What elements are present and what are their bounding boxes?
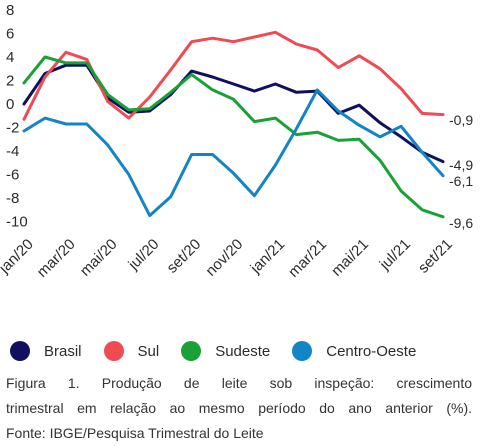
y-tick-label: 8 bbox=[6, 2, 14, 19]
x-tick-label: jan/21 bbox=[247, 236, 289, 278]
y-tick-label: -6 bbox=[6, 167, 19, 184]
legend-swatch-sudeste bbox=[181, 341, 202, 361]
line-chart: 8 6 4 2 0 -2 -4 -6 -8 -10 -0,9 -4,9-6,1 -9,6 jan/20… bbox=[0, 2, 473, 281]
legend-label-sul: Sul bbox=[137, 342, 160, 360]
x-tick-label: mai/20 bbox=[77, 236, 121, 280]
x-tick-label: mai/21 bbox=[328, 236, 372, 280]
legend-item-sul: Sul bbox=[103, 341, 160, 361]
x-tick-label: nov/20 bbox=[202, 236, 246, 280]
end-value-label: -0,9 bbox=[449, 112, 473, 128]
x-tick-label: jul/21 bbox=[376, 236, 414, 274]
x-tick-label: set/21 bbox=[415, 236, 456, 277]
end-value-label: -4,9 bbox=[449, 157, 473, 173]
legend-item-brasil: Brasil bbox=[10, 341, 82, 361]
x-tick-label: jul/20 bbox=[124, 236, 162, 274]
x-tick-label: set/20 bbox=[164, 236, 205, 277]
y-tick-label: -10 bbox=[6, 214, 28, 231]
caption-line-1: Figura 1. Produção de leite sob inspeção… bbox=[6, 375, 472, 391]
x-tick-label: jan/20 bbox=[0, 236, 37, 278]
y-tick-label: 2 bbox=[6, 73, 14, 90]
x-tick-label: mar/20 bbox=[34, 236, 79, 281]
legend-label-centro-oeste: Centro-Oeste bbox=[326, 342, 417, 360]
legend-swatch-brasil bbox=[10, 341, 30, 361]
y-tick-label: -8 bbox=[6, 190, 19, 207]
legend-item-sudeste: Sudeste bbox=[181, 341, 270, 361]
y-axis-ticks: 8 6 4 2 0 -2 -4 -6 -8 -10 bbox=[6, 2, 28, 231]
series-line-sudeste bbox=[22, 55, 445, 219]
x-tick-label: mar/21 bbox=[285, 236, 330, 281]
series-line-brasil bbox=[22, 63, 445, 164]
figure-caption: Figura 1. Produção de leite sob inspeção… bbox=[6, 371, 472, 446]
legend-label-sudeste: Sudeste bbox=[215, 342, 271, 360]
y-tick-label: -2 bbox=[6, 120, 19, 137]
y-tick-label: 0 bbox=[6, 96, 14, 113]
series-line-sul bbox=[22, 30, 445, 121]
chart-legend: Brasil Sul Sudeste Centro-Oeste bbox=[10, 340, 416, 362]
caption-line-2: trimestral em relação ao mesmo período d… bbox=[6, 400, 472, 416]
legend-swatch-centro-oeste bbox=[292, 341, 313, 361]
legend-swatch-sul bbox=[103, 341, 124, 361]
end-value-label: -6,1 bbox=[449, 173, 473, 189]
end-value-label: -9,6 bbox=[449, 215, 473, 231]
caption-source: Fonte: IBGE/Pesquisa Trimestral do Leite bbox=[6, 425, 264, 441]
end-labels: -0,9 -4,9-6,1 -9,6 bbox=[449, 112, 473, 231]
series-lines bbox=[22, 30, 445, 219]
y-tick-label: 6 bbox=[6, 26, 14, 43]
legend-label-brasil: Brasil bbox=[44, 342, 82, 360]
legend-item-centro-oeste: Centro-Oeste bbox=[292, 341, 416, 361]
series-line-centro-oeste bbox=[22, 88, 445, 218]
y-tick-label: -4 bbox=[6, 143, 19, 160]
y-tick-label: 4 bbox=[6, 49, 14, 66]
